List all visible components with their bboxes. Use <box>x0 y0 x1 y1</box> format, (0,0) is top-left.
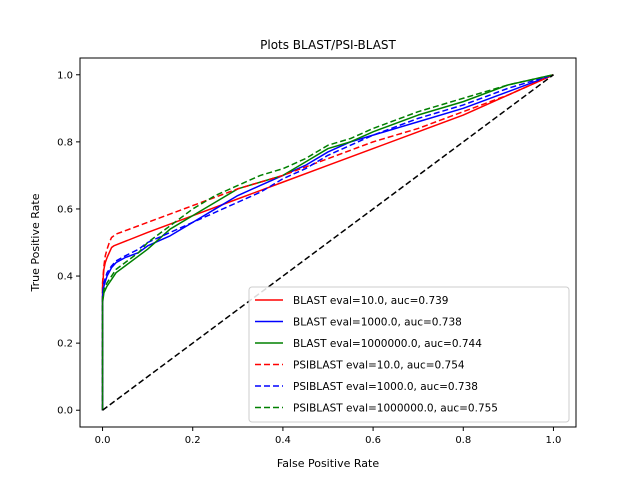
x-axis-label: False Positive Rate <box>277 457 379 470</box>
legend-label-2: BLAST eval=1000000.0, auc=0.744 <box>293 338 482 350</box>
x-tick-label-5: 1.0 <box>546 435 562 446</box>
chart-title: Plots BLAST/PSI-BLAST <box>260 38 396 52</box>
ticks-layer: 0.0 0.2 0.4 0.6 0.8 1.0 0.0 0.2 0.4 0.6 0.8 1.0 <box>57 70 561 446</box>
x-tick-label-1: 0.2 <box>185 435 201 446</box>
legend-label-3: PSIBLAST eval=10.0, auc=0.754 <box>293 360 465 372</box>
legend-label-1: BLAST eval=1000.0, auc=0.738 <box>293 317 462 329</box>
series-line-1 <box>101 74 554 411</box>
y-tick-label-1: 0.2 <box>57 339 73 350</box>
x-tick-label-0: 0.0 <box>95 435 111 446</box>
series-line-0 <box>101 74 554 411</box>
legend-label-0: BLAST eval=10.0, auc=0.739 <box>293 295 449 307</box>
y-tick-label-5: 1.0 <box>57 70 73 81</box>
legend-label-4: PSIBLAST eval=1000.0, auc=0.738 <box>293 381 478 393</box>
legend-box <box>248 286 570 423</box>
y-tick-label-4: 0.8 <box>57 137 73 148</box>
chance-diagonal-line <box>102 74 554 411</box>
y-tick-label-2: 0.4 <box>57 272 73 283</box>
y-tick-label-0: 0.0 <box>57 406 73 417</box>
series-line-2 <box>101 74 554 411</box>
series-layer <box>101 74 554 411</box>
x-tick-label-3: 0.6 <box>365 435 381 446</box>
x-tick-label-2: 0.4 <box>275 435 291 446</box>
y-tick-label-3: 0.6 <box>57 204 73 215</box>
series-line-4 <box>101 74 554 411</box>
series-line-3 <box>101 74 554 411</box>
x-tick-label-4: 0.8 <box>455 435 471 446</box>
legend-label-5: PSIBLAST eval=1000000.0, auc=0.755 <box>293 403 498 415</box>
y-axis-label: True Positive Rate <box>29 193 42 292</box>
plot-frame <box>79 57 577 428</box>
legend: BLAST eval=10.0, auc=0.739 BLAST eval=100… <box>248 286 570 423</box>
